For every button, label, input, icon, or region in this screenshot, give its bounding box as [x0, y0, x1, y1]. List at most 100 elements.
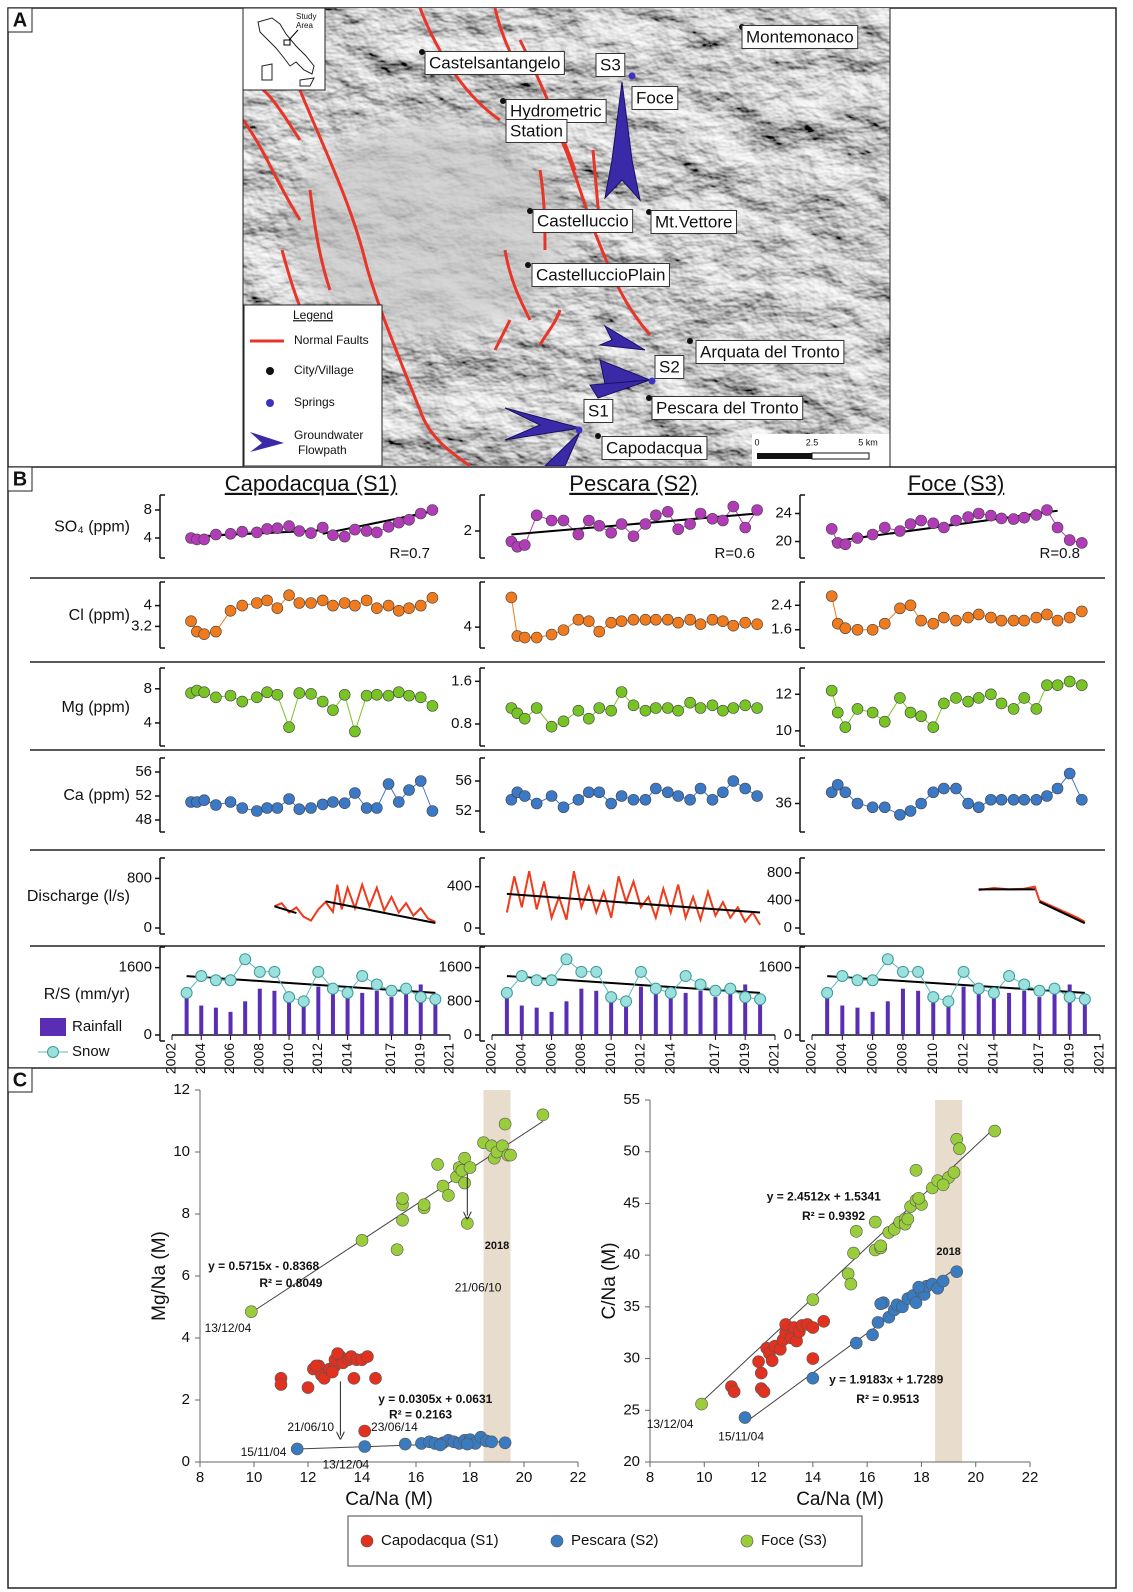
- x-tick-label: 2019: [411, 1043, 427, 1074]
- point: [985, 689, 996, 700]
- x-tick-label: 2012: [632, 1043, 648, 1074]
- point: [434, 1439, 446, 1451]
- point: [1041, 680, 1052, 691]
- point: [210, 626, 221, 637]
- point: [401, 983, 412, 994]
- y-tick-label: 35: [623, 1298, 640, 1315]
- point: [832, 707, 843, 718]
- point: [459, 1177, 471, 1189]
- point: [910, 1164, 922, 1176]
- point: [393, 797, 404, 808]
- y-tick-label: 1.6: [451, 672, 472, 689]
- x-tick-label: 8: [196, 1469, 204, 1486]
- point: [371, 527, 382, 538]
- point: [317, 799, 328, 810]
- y-tick-label: 36: [775, 794, 792, 811]
- trend-line: [326, 901, 436, 923]
- point: [225, 797, 236, 808]
- point: [662, 614, 673, 625]
- point: [537, 1109, 549, 1121]
- bar: [505, 997, 509, 1035]
- point: [237, 803, 248, 814]
- scale-bar: [812, 453, 869, 459]
- point: [766, 1355, 778, 1367]
- point: [348, 1372, 360, 1384]
- point: [427, 700, 438, 711]
- point: [840, 722, 851, 733]
- panel-labels: A B C: [8, 8, 32, 1092]
- point: [850, 1337, 862, 1349]
- point: [1041, 505, 1052, 516]
- point: [210, 692, 221, 703]
- x-tick-label: 2012: [309, 1043, 325, 1074]
- column-title: Pescara (S2): [569, 471, 697, 496]
- station-label: Station: [510, 121, 563, 140]
- point: [393, 687, 404, 698]
- bar: [977, 989, 981, 1035]
- x-tick-label: 2004: [833, 1043, 849, 1074]
- point: [361, 690, 372, 701]
- annotation: y = 2.4512x + 1.5341: [767, 1189, 881, 1203]
- point: [294, 688, 305, 699]
- point: [591, 966, 602, 977]
- point: [913, 966, 924, 977]
- point: [464, 1162, 476, 1174]
- point: [573, 705, 584, 716]
- point: [561, 954, 572, 965]
- annotation: 15/11/04: [718, 1429, 764, 1443]
- y-tick-label: 56: [455, 772, 472, 789]
- annotation: y = 0.0305x + 0.0631: [378, 1392, 492, 1406]
- point: [894, 526, 905, 537]
- point: [262, 687, 273, 698]
- y-tick-label: 10: [775, 722, 792, 739]
- point: [807, 1294, 819, 1306]
- point: [415, 776, 426, 787]
- place-label: Pescara del Tronto: [656, 398, 799, 417]
- point: [707, 794, 718, 805]
- bar: [916, 991, 920, 1035]
- point: [879, 802, 890, 813]
- x-tick-label: 8: [646, 1469, 654, 1486]
- bar: [639, 987, 643, 1035]
- point: [1031, 703, 1042, 714]
- point: [594, 520, 605, 531]
- x-tick-label: 2002: [483, 1043, 499, 1074]
- x-tick-label: 2006: [863, 1043, 879, 1074]
- x-tick-label: 18: [913, 1469, 930, 1486]
- point: [397, 1214, 409, 1226]
- point: [1019, 615, 1030, 626]
- x-tick-label: 12: [300, 1469, 317, 1486]
- trend-line: [507, 976, 760, 993]
- bar: [258, 989, 262, 1035]
- point: [740, 700, 751, 711]
- y-tick-label: 25: [623, 1401, 640, 1418]
- point: [818, 1315, 830, 1327]
- bar: [520, 1006, 524, 1035]
- point: [199, 629, 210, 640]
- y-tick-label: 45: [623, 1194, 640, 1211]
- y-tick-label: 8: [182, 1205, 190, 1222]
- x-tick-label: 2002: [163, 1043, 179, 1074]
- point: [894, 692, 905, 703]
- point: [275, 1379, 287, 1391]
- point: [640, 519, 651, 530]
- point: [370, 1372, 382, 1384]
- legend-label: Snow: [72, 1043, 110, 1060]
- point: [905, 806, 916, 817]
- point: [988, 987, 999, 998]
- legend-swatch: [361, 1535, 373, 1547]
- point: [963, 512, 974, 523]
- point: [251, 598, 262, 609]
- point: [294, 598, 305, 609]
- point: [616, 616, 627, 627]
- y-tick-label: 55: [623, 1091, 640, 1108]
- point: [262, 803, 273, 814]
- point: [356, 1234, 368, 1246]
- point: [937, 1275, 949, 1287]
- y-tick-label: 400: [447, 878, 472, 895]
- row-label: Cl (ppm): [69, 607, 130, 624]
- point: [558, 515, 569, 526]
- point: [432, 1158, 444, 1170]
- point: [951, 692, 962, 703]
- bar: [229, 1012, 233, 1035]
